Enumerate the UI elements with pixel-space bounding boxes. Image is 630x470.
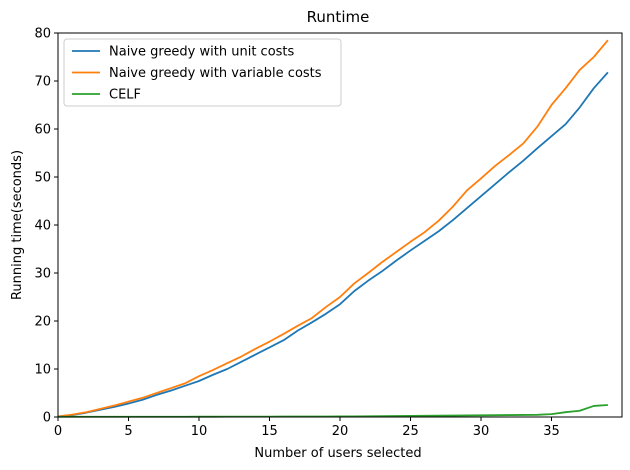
series-line-1 [57, 71, 609, 418]
y-tick-label: 10 [34, 363, 51, 378]
x-tick-label: 5 [124, 424, 132, 439]
x-axis: 0 5 10 15 20 25 30 35 [54, 417, 560, 439]
legend-box [63, 38, 342, 107]
legend-label: Naive greedy with variable costs [109, 66, 322, 81]
legend-label: CELF [109, 88, 141, 103]
x-axis-label: Number of users selected [254, 446, 421, 461]
y-tick-label: 70 [34, 75, 51, 90]
x-tick-label: 25 [402, 424, 419, 439]
y-axis-label: Running time(seconds) [10, 150, 25, 300]
chart-title: Runtime [307, 8, 370, 26]
y-tick-label: 40 [34, 219, 51, 234]
x-tick-label: 0 [54, 424, 62, 439]
x-tick-label: 20 [332, 424, 349, 439]
y-tick-label: 20 [34, 315, 51, 330]
x-tick-label: 30 [473, 424, 490, 439]
series-line-3 [58, 404, 608, 418]
x-tick-label: 35 [543, 424, 560, 439]
legend: Naive greedy with unit costs Naive greedy… [63, 38, 342, 107]
y-tick-label: 0 [43, 411, 51, 426]
y-tick-label: 60 [34, 123, 51, 138]
x-tick-label: 10 [191, 424, 208, 439]
y-tick-label: 80 [34, 27, 51, 42]
plot-frame [57, 32, 623, 418]
series-line-2 [57, 39, 609, 418]
x-tick-label: 15 [261, 424, 278, 439]
y-axis: 0 10 20 30 40 50 60 70 80 [34, 27, 58, 426]
y-tick-label: 50 [34, 171, 51, 186]
y-tick-label: 30 [34, 267, 51, 282]
legend-label: Naive greedy with unit costs [109, 45, 295, 60]
